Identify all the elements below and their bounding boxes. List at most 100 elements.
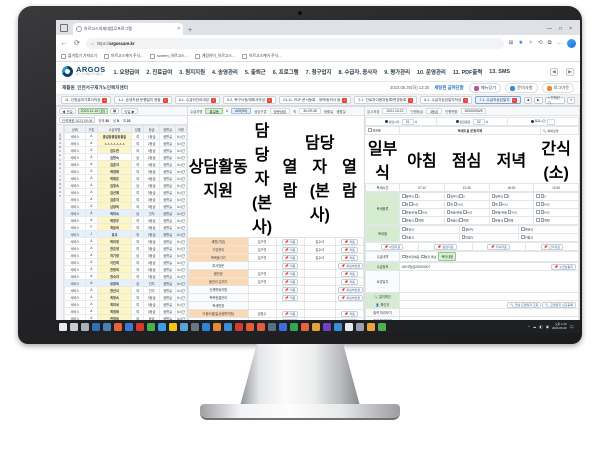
time-radio-0[interactable]: 상담시각 : 01 시: [365, 117, 437, 126]
meal-check-0-3[interactable]: 3: [533, 192, 579, 201]
close-icon[interactable]: ×: [511, 97, 517, 103]
header-chip-2[interactable]: 로그아웃: [541, 83, 574, 93]
time-radio-2[interactable]: 목욕시간 :: [507, 117, 579, 126]
bookmark-item[interactable]: 아르고스케어 주식...: [242, 53, 281, 59]
special-cell[interactable]: 연하장애등 섭취 특성 욕터내용: [399, 251, 579, 262]
table-row[interactable]: 서비스 F 최윤옥 여 3등급 생활실 6시간: [64, 223, 187, 231]
notification-icon[interactable]: 🗨: [569, 324, 574, 329]
col-header-0[interactable]: 상태: [64, 125, 86, 133]
taskbar-icon-25[interactable]: [334, 322, 342, 331]
apply-button[interactable]: 📌적용: [281, 286, 299, 293]
taskbar-icon-13[interactable]: [202, 322, 210, 331]
staff-name-1[interactable]: [303, 261, 336, 270]
apply-cell-1[interactable]: 📌적용: [335, 309, 364, 318]
taskbar-icon-2[interactable]: [81, 322, 89, 331]
staff-name-0[interactable]: [247, 261, 277, 270]
col-header-1[interactable]: 구분: [84, 125, 98, 133]
index-letter-9[interactable]: I: [59, 169, 61, 174]
time-radio-1[interactable]: 상담종료 : 02 시: [436, 117, 508, 126]
right-field-value-1[interactable]: 3등급: [425, 107, 443, 115]
taskbar-icon-5[interactable]: [114, 322, 122, 331]
signature-label[interactable]: 👤 확인자: [365, 300, 401, 309]
work-tab-2[interactable]: 8-1. 수급자관리대장 ×: [174, 96, 221, 104]
export-preview-label[interactable]: 출력 미리보기: [365, 308, 401, 317]
schedule-time-3[interactable]: 10:30: [533, 183, 579, 192]
staff-name-1[interactable]: 김수녀: [303, 237, 336, 246]
taskbar-icon-4[interactable]: [103, 322, 111, 331]
tray-expand-icon[interactable]: ^: [528, 324, 530, 329]
menu-item-6[interactable]: 7. 청구업지: [305, 69, 332, 76]
table-row[interactable]: 서비스 A 홍길동홍길동홍길 여 1등급 생활실 6시간: [64, 132, 187, 140]
col-header-6[interactable]: 이용: [174, 125, 187, 133]
tab-menu-button[interactable]: ▾: [567, 96, 575, 104]
mid-field-value-3[interactable]: 30-09-06: [299, 107, 321, 115]
close-icon[interactable]: ×: [408, 97, 414, 103]
index-letter-5[interactable]: E: [58, 153, 61, 158]
table-row[interactable]: 서비스 A 한선녀 여 인지 생활실 6시간: [64, 286, 187, 294]
meal-apply-cell-3[interactable]: 📌 간식자료: [524, 242, 579, 251]
table-row[interactable]: 서비스 A 박영화 여 3등급 생활실 6시간: [64, 167, 187, 175]
work-tab-4[interactable]: 13-11. PDF 문서등록 - 계약/동의서 등 ×: [279, 96, 352, 104]
next-day-button[interactable]: 익일 ▶: [121, 107, 138, 115]
meal-apply-cell-1[interactable]: 📌 점심자료: [418, 242, 473, 251]
detail-button[interactable]: 📌 수급상황지: [550, 263, 576, 270]
staff-name-1[interactable]: 김수녀: [303, 253, 336, 262]
maximize-icon[interactable]: □: [559, 26, 563, 32]
apply-cell-1[interactable]: 📌적용: [335, 245, 364, 254]
apply-button[interactable]: 📌적용: [281, 254, 299, 261]
close-all-tabs-button[interactable]: × 전체닫기: [544, 96, 566, 105]
taskbar-icon-20[interactable]: [279, 322, 287, 331]
work-tab-3[interactable]: 9-2. 욕구사정/계획서작성 ×: [223, 96, 277, 104]
taskbar-icon-22[interactable]: [301, 322, 309, 331]
table-row[interactable]: 서비스 A 박명주 여 4등급 생활실 6시간: [64, 216, 187, 224]
reload-icon[interactable]: ⟳: [74, 40, 80, 47]
volume-icon[interactable]: ▣: [545, 324, 550, 329]
address-bar[interactable]: ⌂ https://argoscare.kr: [86, 37, 504, 49]
meal-apply-button[interactable]: 📌 저녁자료: [487, 243, 510, 250]
meal-check-3-3[interactable]: 액체: [533, 216, 579, 225]
menu-item-7[interactable]: 8. 수급자, 종사자: [338, 69, 378, 76]
meal-check-3-2[interactable]: 유동식 액체: [488, 216, 535, 225]
activity-row[interactable]: 욕세변경: [188, 301, 364, 310]
apply-cell-1[interactable]: 📌적용: [335, 277, 364, 286]
apply-cell-1[interactable]: 📌적용: [335, 237, 364, 246]
date-value[interactable]: 2023.11.10 (금): [77, 107, 108, 115]
meal-apply-button[interactable]: 📌 점심자료: [434, 243, 457, 250]
new-tab-button[interactable]: +: [188, 27, 193, 34]
taskbar-icon-19[interactable]: [268, 322, 276, 331]
prev-day-button[interactable]: ◀ 전일: [59, 107, 76, 115]
apply-button[interactable]: 📌적용: [341, 254, 358, 261]
apply-button[interactable]: 📌적용: [281, 294, 299, 301]
taskbar-icon-1[interactable]: [70, 322, 78, 331]
apply-cell-0[interactable]: 📌적용: [275, 261, 305, 270]
staff-name-1[interactable]: 김수녀: [303, 245, 336, 254]
recipient-table-wrap[interactable]: 상태 구분 수급자명 성별 등급 생활실 이용 서비스 A 홍길동홍길동홍길 여 1등급 생활실 6시간…: [64, 125, 187, 332]
network-icon[interactable]: ◧: [539, 324, 543, 329]
mid-field-value-0[interactable]: 홍길동: [205, 107, 223, 115]
meal-apply-cell-0[interactable]: 📌 아침자료: [365, 242, 420, 251]
search-cell[interactable]: 🔍 욕세검색: [539, 126, 579, 135]
table-row[interactable]: 서비스 A 김정숙 남 2등급 생활실 6시간: [64, 181, 187, 189]
settings-icon[interactable]: …: [556, 40, 563, 46]
user-label[interactable]: 세팅된 급여단말: [434, 85, 464, 90]
meal-kind-0-0[interactable]: 경관식: [399, 225, 460, 234]
apply-cell-1[interactable]: 📌적용: [335, 269, 364, 278]
apply-button[interactable]: 📌적용: [341, 270, 358, 277]
split-screen-icon[interactable]: ⊞: [508, 40, 514, 46]
menu-next-button[interactable]: ▶: [566, 67, 574, 76]
cloud-icon[interactable]: ☁: [532, 324, 537, 329]
apply-cell-0[interactable]: [275, 301, 305, 310]
close-icon[interactable]: ×: [102, 97, 108, 103]
special-tag[interactable]: 욕터내용: [438, 252, 457, 261]
work-tab-1[interactable]: 4-1. 송영차량 운행일지 현황 ×: [114, 96, 172, 104]
meal-kind-0-1[interactable]: 경관식: [458, 225, 520, 234]
table-row[interactable]: 서비스 A 한호영 여 3등급 생활실 6시간: [64, 244, 187, 252]
meal-kind-1-2[interactable]: 미음식: [518, 233, 579, 242]
apply-cell-1[interactable]: 📌 욕실처변경: [335, 261, 364, 270]
apply-cell-0[interactable]: 📌적용: [275, 237, 305, 246]
filter-chip[interactable]: 인력제한 2023.09.08: [59, 116, 96, 124]
meal-check-0-1[interactable]: 일부식 3: [443, 192, 490, 201]
staff-name-1[interactable]: [303, 293, 336, 302]
index-letter-14[interactable]: O: [58, 190, 62, 195]
meal-check-1-3[interactable]: %식: [533, 200, 579, 209]
